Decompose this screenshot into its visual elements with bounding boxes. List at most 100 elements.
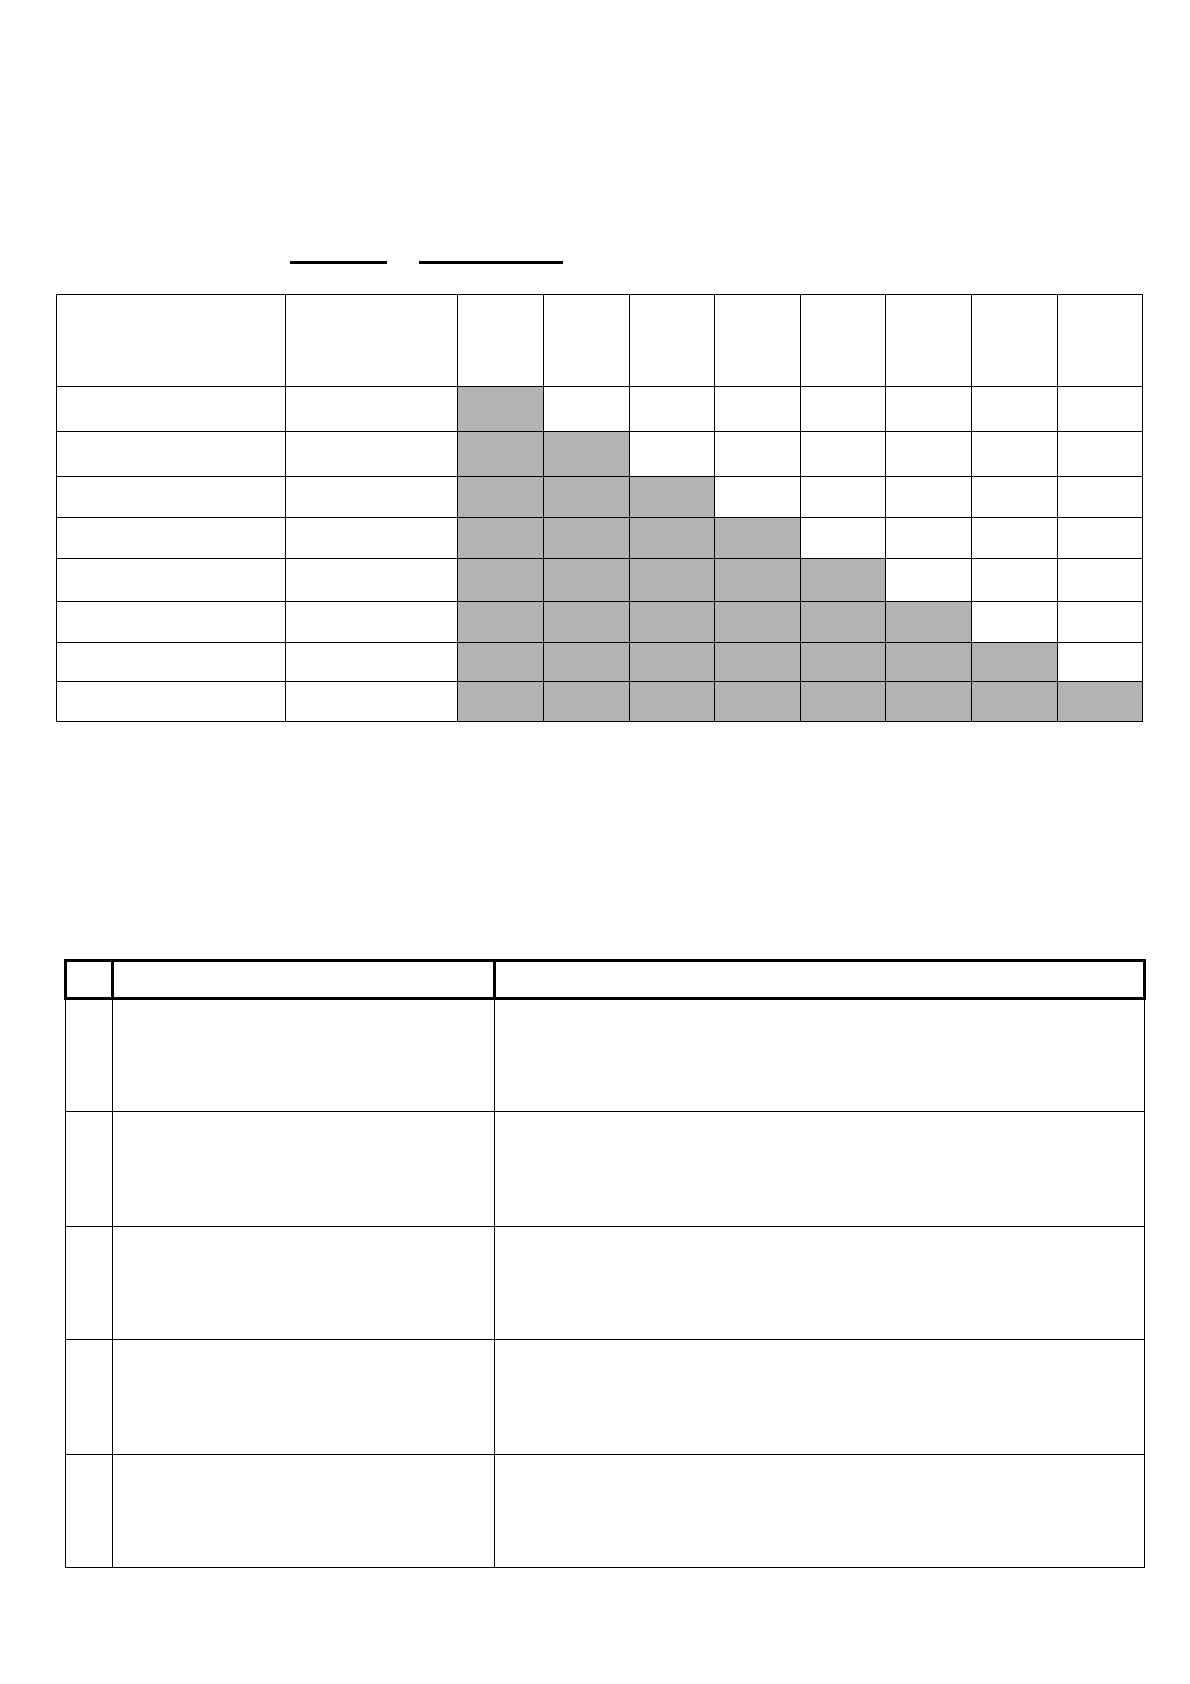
shaded-cell	[629, 601, 715, 643]
table-cell	[1057, 386, 1143, 432]
shaded-cell	[971, 642, 1058, 682]
table-cell	[112, 1339, 495, 1455]
table-cell	[56, 476, 286, 518]
shaded-cell	[457, 681, 544, 722]
table-cell	[285, 476, 458, 518]
header-cell	[64, 959, 114, 1000]
table-cell	[56, 517, 286, 559]
table-cell	[285, 431, 458, 477]
shaded-cell	[457, 601, 544, 643]
table-cell	[65, 1339, 113, 1455]
header-cell	[111, 959, 496, 1000]
table-cell	[800, 517, 886, 559]
header-row	[64, 959, 1146, 1000]
shaded-cell	[629, 642, 715, 682]
shaded-cell	[457, 386, 544, 432]
shaded-cell	[714, 558, 801, 602]
table-cell	[285, 386, 458, 432]
table-cell	[629, 386, 715, 432]
table-cell	[56, 558, 286, 602]
table-cell	[543, 386, 630, 432]
shaded-cell	[543, 431, 630, 477]
table-cell	[56, 386, 286, 432]
table-cell	[56, 601, 286, 643]
table-row	[65, 1111, 1145, 1227]
shaded-cell	[714, 642, 801, 682]
shaded-cell	[543, 601, 630, 643]
table-cell	[1057, 558, 1143, 602]
table-cell	[885, 294, 972, 387]
table-cell	[56, 294, 286, 387]
table-cell	[1057, 294, 1143, 387]
table-row	[56, 642, 1143, 682]
table-cell	[971, 294, 1058, 387]
shaded-cell	[714, 517, 801, 559]
table-cell	[800, 431, 886, 477]
shaded-cell	[800, 681, 886, 722]
table-cell	[65, 1454, 113, 1568]
shaded-cell	[800, 642, 886, 682]
table-cell	[494, 1454, 1145, 1568]
table-cell	[885, 558, 972, 602]
shaded-cell	[800, 558, 886, 602]
shaded-cell	[1057, 681, 1143, 722]
table-cell	[1057, 431, 1143, 477]
shaded-cell	[885, 642, 972, 682]
shaded-cell	[629, 476, 715, 518]
table-cell	[494, 1111, 1145, 1227]
table-cell	[800, 476, 886, 518]
table-cell	[800, 294, 886, 387]
table-row	[65, 1339, 1145, 1455]
table-cell	[494, 998, 1145, 1112]
table-row	[56, 558, 1143, 602]
table-cell	[885, 386, 972, 432]
table-cell	[1057, 601, 1143, 643]
table-cell	[285, 294, 458, 387]
table-cell	[494, 1339, 1145, 1455]
table-row	[65, 1454, 1145, 1568]
table-cell	[971, 386, 1058, 432]
list-table	[64, 959, 1146, 1568]
table-cell	[285, 642, 458, 682]
shaded-cell	[971, 681, 1058, 722]
table-cell	[800, 386, 886, 432]
shaded-cell	[629, 517, 715, 559]
table-cell	[714, 294, 801, 387]
table-cell	[494, 1226, 1145, 1340]
underline-blank-1	[290, 261, 387, 264]
shaded-cell	[457, 558, 544, 602]
shaded-cell	[885, 601, 972, 643]
shaded-cell	[629, 558, 715, 602]
table-cell	[971, 517, 1058, 559]
table-cell	[714, 386, 801, 432]
table-cell	[885, 517, 972, 559]
table-cell	[65, 998, 113, 1112]
table-cell	[971, 558, 1058, 602]
table-row	[56, 476, 1143, 518]
table-cell	[1057, 642, 1143, 682]
table-row	[56, 517, 1143, 559]
header-row	[56, 294, 1143, 387]
table-cell	[543, 294, 630, 387]
table-cell	[112, 998, 495, 1112]
shaded-cell	[457, 476, 544, 518]
table-row	[56, 386, 1143, 432]
shaded-cell	[800, 601, 886, 643]
table-cell	[112, 1454, 495, 1568]
table-row	[56, 681, 1143, 722]
table-cell	[885, 431, 972, 477]
table-cell	[285, 517, 458, 559]
table-cell	[971, 601, 1058, 643]
underline-blank-2	[419, 261, 563, 264]
header-cell	[493, 959, 1146, 1000]
table-cell	[629, 294, 715, 387]
table-cell	[885, 476, 972, 518]
matrix-table	[56, 294, 1143, 722]
shaded-cell	[543, 558, 630, 602]
table-cell	[629, 431, 715, 477]
table-row	[65, 1226, 1145, 1340]
table-cell	[714, 431, 801, 477]
table-cell	[285, 558, 458, 602]
shaded-cell	[543, 476, 630, 518]
shaded-cell	[543, 517, 630, 559]
